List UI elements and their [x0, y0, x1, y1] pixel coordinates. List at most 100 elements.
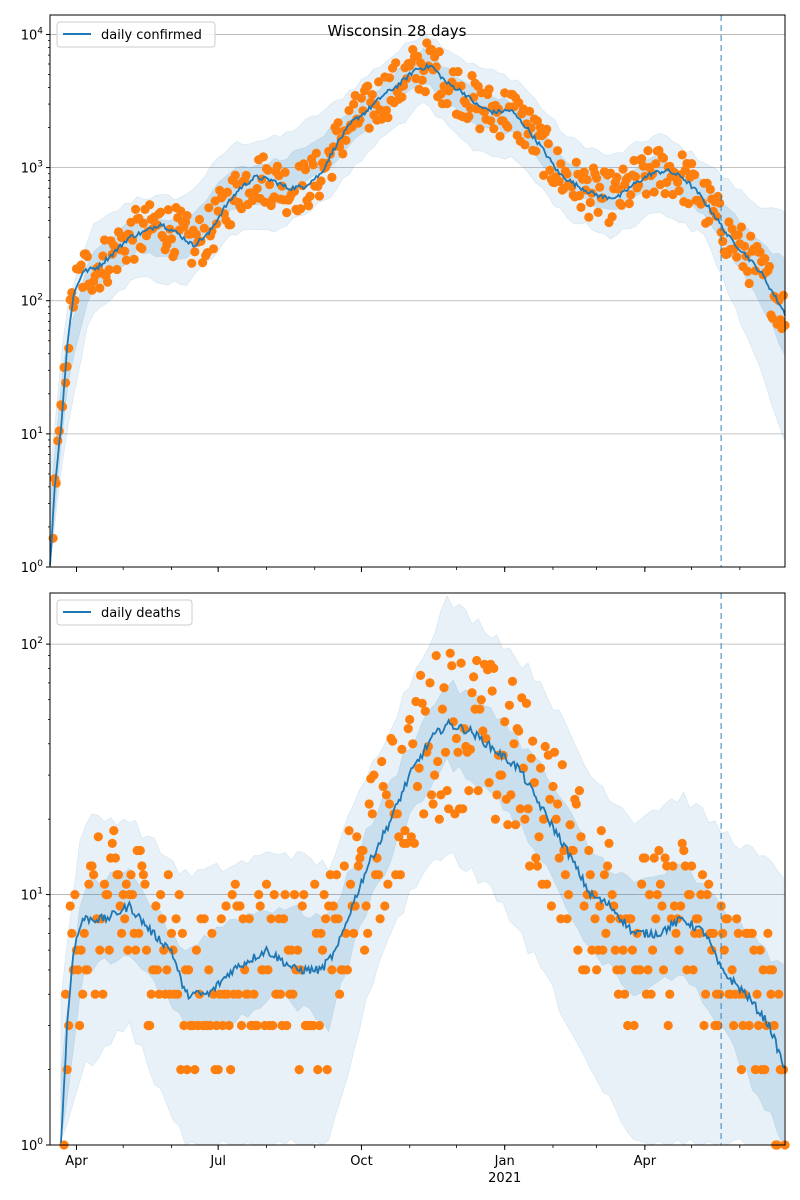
data-point — [476, 695, 486, 705]
data-point — [551, 814, 561, 824]
data-point — [75, 1020, 85, 1031]
data-point — [112, 264, 122, 275]
data-point — [313, 1065, 323, 1075]
data-point — [521, 698, 532, 709]
data-point — [525, 106, 535, 116]
data-point — [565, 820, 575, 830]
data-point — [649, 853, 659, 863]
data-point — [110, 853, 120, 863]
data-point — [492, 790, 502, 800]
data-point — [473, 786, 483, 796]
data-point — [400, 826, 410, 836]
data-point — [156, 890, 166, 900]
data-point — [62, 361, 72, 372]
data-point — [557, 760, 567, 770]
data-point — [718, 928, 728, 939]
y-tick-label: 103 — [21, 160, 43, 177]
data-point — [420, 706, 430, 716]
data-point — [405, 714, 415, 725]
data-point — [82, 965, 92, 975]
data-point — [648, 945, 658, 955]
data-point — [590, 914, 600, 924]
data-point — [353, 861, 363, 871]
data-point — [532, 861, 543, 871]
data-point — [204, 965, 214, 975]
data-point — [504, 700, 514, 710]
data-point — [54, 426, 64, 436]
data-point — [222, 187, 233, 197]
data-point — [65, 901, 75, 911]
data-point — [715, 989, 725, 999]
data-point — [674, 186, 684, 196]
data-point — [289, 890, 300, 900]
data-point — [595, 901, 605, 911]
data-point — [333, 118, 343, 128]
data-point — [701, 989, 711, 999]
data-point — [487, 686, 497, 696]
data-point — [688, 965, 698, 975]
data-point — [279, 914, 289, 924]
data-point — [282, 208, 292, 218]
data-point — [374, 870, 384, 880]
data-point — [412, 781, 423, 792]
data-point — [629, 1020, 639, 1031]
data-point — [84, 879, 94, 889]
data-point — [669, 901, 680, 911]
deaths-legend-box — [56, 599, 193, 626]
data-point — [545, 794, 555, 804]
data-point — [755, 247, 765, 257]
data-point — [191, 945, 201, 955]
confirmed-legend-box — [56, 21, 216, 48]
data-point — [311, 148, 321, 158]
data-point — [535, 763, 546, 773]
data-point — [338, 149, 348, 159]
data-point — [546, 901, 557, 911]
data-point — [526, 753, 536, 763]
data-point — [484, 84, 494, 94]
data-point — [314, 191, 324, 201]
data-point — [630, 172, 641, 182]
data-point — [442, 786, 452, 796]
data-point — [434, 47, 444, 57]
data-point — [364, 123, 374, 133]
data-point — [367, 809, 377, 819]
data-point — [604, 838, 614, 849]
data-point — [87, 285, 97, 295]
data-point — [553, 799, 563, 809]
data-point — [131, 204, 141, 214]
data-point — [486, 116, 496, 126]
data-point — [212, 219, 222, 229]
x-tick-label: Jan — [494, 1154, 515, 1169]
data-point — [579, 901, 589, 911]
data-point — [123, 945, 133, 955]
data-point — [637, 154, 647, 164]
data-point — [585, 870, 595, 880]
data-point — [727, 965, 737, 975]
data-point — [358, 845, 368, 856]
data-point — [258, 152, 268, 162]
data-point — [360, 945, 370, 955]
data-point — [269, 890, 279, 900]
data-point — [677, 150, 687, 160]
data-point — [177, 928, 187, 939]
data-point — [151, 901, 161, 911]
data-point — [141, 945, 152, 955]
data-point — [668, 861, 678, 871]
data-point — [419, 809, 429, 819]
confirmed-y-axis: 100 101 102 103 104 — [21, 26, 50, 576]
x-tick-sublabel: 2021 — [488, 1171, 521, 1186]
data-point — [107, 838, 117, 849]
data-point — [194, 214, 205, 225]
data-point — [509, 739, 519, 749]
data-point — [596, 826, 606, 836]
confirmed-median-line — [49, 62, 786, 566]
data-point — [576, 202, 586, 212]
data-point — [377, 756, 387, 767]
data-point — [574, 786, 585, 796]
data-point — [375, 914, 385, 924]
data-point — [732, 914, 742, 924]
confirmed-legend-label: daily confirmed — [101, 28, 202, 43]
data-point — [170, 247, 180, 257]
data-point — [713, 1020, 723, 1031]
